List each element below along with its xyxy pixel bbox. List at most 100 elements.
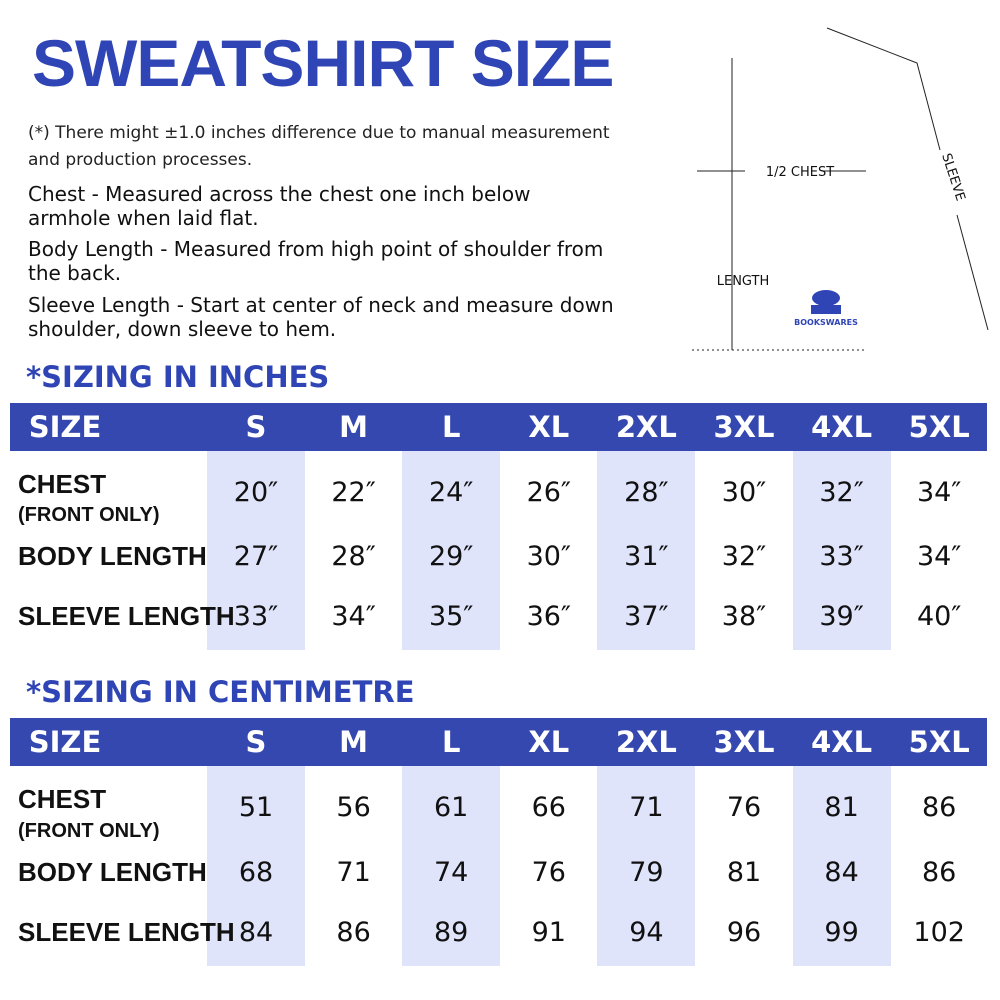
- row-sublabel: (FRONT ONLY): [18, 820, 160, 842]
- bookswares-logo: BOOKSWARES: [794, 290, 858, 327]
- table-cell: 29″: [428, 541, 474, 572]
- table-cell: 91: [531, 917, 566, 948]
- row-label: BODY LENGTH: [18, 541, 207, 571]
- table-cell: 81: [726, 857, 762, 888]
- table-cell: 34″: [916, 477, 962, 508]
- page-title: SWEATSHIRT SIZE: [32, 26, 614, 100]
- size-header-cell: 5XL: [908, 725, 970, 759]
- table-cell: 28″: [624, 477, 669, 508]
- length-label: LENGTH: [717, 274, 770, 289]
- table-cell: 84: [824, 857, 859, 888]
- row-label: SLEEVE LENGTH: [18, 601, 235, 631]
- shaded-column: [597, 451, 696, 650]
- shaded-column: [402, 766, 501, 966]
- table-cell: 32″: [721, 541, 767, 572]
- size-header-cell: M: [339, 410, 369, 444]
- size-header-cell: 5XL: [908, 410, 970, 444]
- table-cell: 35″: [428, 601, 474, 632]
- table-cell: 68: [238, 857, 274, 888]
- size-header-cell: L: [441, 410, 461, 444]
- svg-text:BOOKSWARES: BOOKSWARES: [794, 318, 858, 327]
- table-cell: 66: [531, 792, 566, 823]
- table-cell: 33″: [233, 601, 279, 632]
- table-cell: 94: [629, 917, 664, 948]
- size-header: SIZE: [28, 410, 102, 444]
- shaded-column: [792, 451, 891, 650]
- book-icon: [811, 305, 841, 314]
- table-cell: 24″: [428, 477, 474, 508]
- table-cell: 39″: [819, 601, 864, 632]
- whale-icon: [812, 290, 840, 306]
- table-cell: 71: [629, 792, 664, 823]
- table-cell: 56: [336, 792, 371, 823]
- chest-label: 1/2 CHEST: [766, 165, 834, 180]
- table-cell: 31″: [624, 541, 669, 572]
- size-header-cell: XL: [528, 725, 570, 759]
- table-cell: 32″: [819, 477, 864, 508]
- size-header-cell: 2XL: [615, 725, 677, 759]
- shaded-column: [597, 766, 696, 966]
- table-cell: 22″: [331, 477, 376, 508]
- table-header-row: SIZE S M L XL 2XL 3XL 4XL 5XL: [10, 718, 987, 766]
- table-cell: 40″: [916, 601, 962, 632]
- sleeve-arrow: [956, 214, 989, 331]
- size-header-cell: 3XL: [713, 725, 775, 759]
- table-cell: 37″: [624, 601, 669, 632]
- size-header-cell: 2XL: [615, 410, 677, 444]
- table-cell: 61: [434, 792, 469, 823]
- table-cell: 86: [922, 857, 957, 888]
- size-header-cell: S: [245, 410, 267, 444]
- table-header-row: SIZE S M L XL 2XL 3XL 4XL 5XL: [10, 403, 987, 451]
- table-cell: 76: [726, 792, 762, 823]
- table-cell: 89: [434, 917, 469, 948]
- sleeve-label: SLEEVE: [938, 152, 967, 203]
- table-cell: 30″: [526, 541, 572, 572]
- size-header-cell: XL: [528, 410, 570, 444]
- shaded-column: [402, 451, 501, 650]
- table-cell: 84: [238, 917, 274, 948]
- sleeve-length-description: Sleeve Length - Start at center of neck …: [28, 293, 614, 341]
- table-cell: 102: [913, 917, 965, 948]
- table-cell: 79: [629, 857, 664, 888]
- chest-description: Chest - Measured across the chest one in…: [28, 182, 531, 230]
- size-header-cell: 4XL: [811, 725, 873, 759]
- table-cell: 86: [922, 792, 957, 823]
- table-cell: 71: [336, 857, 371, 888]
- size-header: SIZE: [28, 725, 102, 759]
- table-cell: 26″: [526, 477, 572, 508]
- table-cell: 36″: [526, 601, 572, 632]
- sweatshirt-diagram: 1/2 CHEST LENGTH SLEEVE BOOKSWARES: [692, 27, 989, 351]
- size-header-cell: 4XL: [811, 410, 873, 444]
- table-cell: 30″: [721, 477, 767, 508]
- size-header-cell: M: [339, 725, 369, 759]
- table-cell: 76: [531, 857, 566, 888]
- measurement-note: (*) There might ±1.0 inches difference d…: [28, 123, 610, 170]
- row-sublabel: (FRONT ONLY): [18, 504, 160, 526]
- table-cell: 28″: [331, 541, 376, 572]
- table-title: *SIZING IN INCHES: [26, 360, 330, 394]
- row-label: SLEEVE LENGTH: [18, 917, 235, 947]
- shaded-column: [207, 766, 305, 966]
- table-cell: 33″: [819, 541, 864, 572]
- table-cell: 74: [434, 857, 469, 888]
- table-cell: 38″: [721, 601, 767, 632]
- row-label: CHEST: [18, 784, 107, 814]
- table-cell: 81: [824, 792, 859, 823]
- body-length-description: Body Length - Measured from high point o…: [28, 237, 604, 285]
- table-cell: 99: [824, 917, 859, 948]
- shaded-column: [207, 451, 305, 650]
- row-label: BODY LENGTH: [18, 857, 207, 887]
- row-label: CHEST: [18, 469, 107, 499]
- table-cell: 20″: [233, 477, 279, 508]
- size-header-cell: 3XL: [713, 410, 775, 444]
- table-cell: 27″: [233, 541, 279, 572]
- table-cell: 51: [238, 792, 274, 823]
- table-title: *SIZING IN CENTIMETRE: [26, 675, 415, 709]
- size-header-cell: S: [245, 725, 267, 759]
- table-cell: 96: [726, 917, 762, 948]
- table-cell: 34″: [916, 541, 962, 572]
- table-cell: 86: [336, 917, 371, 948]
- shaded-column: [792, 766, 891, 966]
- table-cell: 34″: [331, 601, 376, 632]
